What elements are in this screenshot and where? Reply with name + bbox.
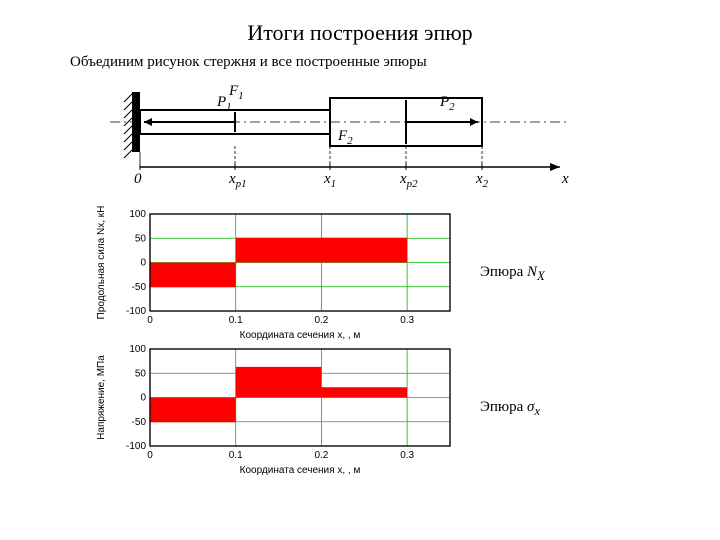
svg-text:0: 0 [147, 315, 153, 326]
svg-text:Продольная сила Nx, кН: Продольная сила Nx, кН [96, 206, 107, 319]
page-title: Итоги построения эпюр [40, 20, 680, 46]
svg-text:0: 0 [140, 393, 146, 404]
chart-sigma-block: 0 0.1 0.2 0.3 -100 -50 0 50 100 Координата сечени… [90, 341, 680, 476]
svg-text:x1: x1 [323, 171, 336, 190]
chart-n-block: 0 0.1 0.2 0.3 -100 -50 0 50 100 Координата сечени… [90, 206, 680, 341]
svg-text:50: 50 [135, 233, 147, 244]
svg-text:0.2: 0.2 [314, 315, 328, 326]
chart-n-legend: Эпюра NX [480, 264, 545, 284]
svg-text:-50: -50 [132, 417, 147, 428]
svg-text:xp1: xp1 [228, 171, 247, 190]
rod-diagram: P1F1P2F20xp1x1xp2x2x [100, 77, 680, 202]
page-subtitle: Объединим рисунок стержня и все построен… [70, 54, 680, 71]
svg-text:x: x [561, 171, 569, 187]
svg-text:x2: x2 [475, 171, 489, 190]
svg-text:100: 100 [129, 344, 146, 355]
svg-text:0: 0 [147, 450, 153, 461]
svg-text:-100: -100 [126, 441, 146, 452]
svg-text:F1: F1 [228, 83, 244, 102]
svg-text:0: 0 [134, 171, 142, 187]
svg-text:F2: F2 [337, 128, 353, 147]
svg-text:100: 100 [129, 209, 146, 220]
svg-text:0: 0 [140, 258, 146, 269]
chart-n: 0 0.1 0.2 0.3 -100 -50 0 50 100 Координата сечени… [90, 206, 460, 341]
svg-text:Координата сечения x, , м: Координата сечения x, , м [240, 465, 361, 476]
svg-text:0.3: 0.3 [400, 450, 414, 461]
svg-text:-50: -50 [132, 282, 147, 293]
svg-text:0.1: 0.1 [229, 450, 243, 461]
svg-text:P2: P2 [439, 94, 455, 113]
svg-text:Напряжение, МПа: Напряжение, МПа [96, 355, 107, 440]
svg-text:xp2: xp2 [399, 171, 418, 190]
svg-text:0.2: 0.2 [314, 450, 328, 461]
chart-sigma-legend: Эпюра σx [480, 399, 540, 419]
svg-text:0.1: 0.1 [229, 315, 243, 326]
svg-text:50: 50 [135, 368, 147, 379]
svg-text:Координата сечения x, , м: Координата сечения x, , м [240, 330, 361, 341]
svg-text:-100: -100 [126, 306, 146, 317]
chart-sigma: 0 0.1 0.2 0.3 -100 -50 0 50 100 Координата сечени… [90, 341, 460, 476]
svg-text:0.3: 0.3 [400, 315, 414, 326]
